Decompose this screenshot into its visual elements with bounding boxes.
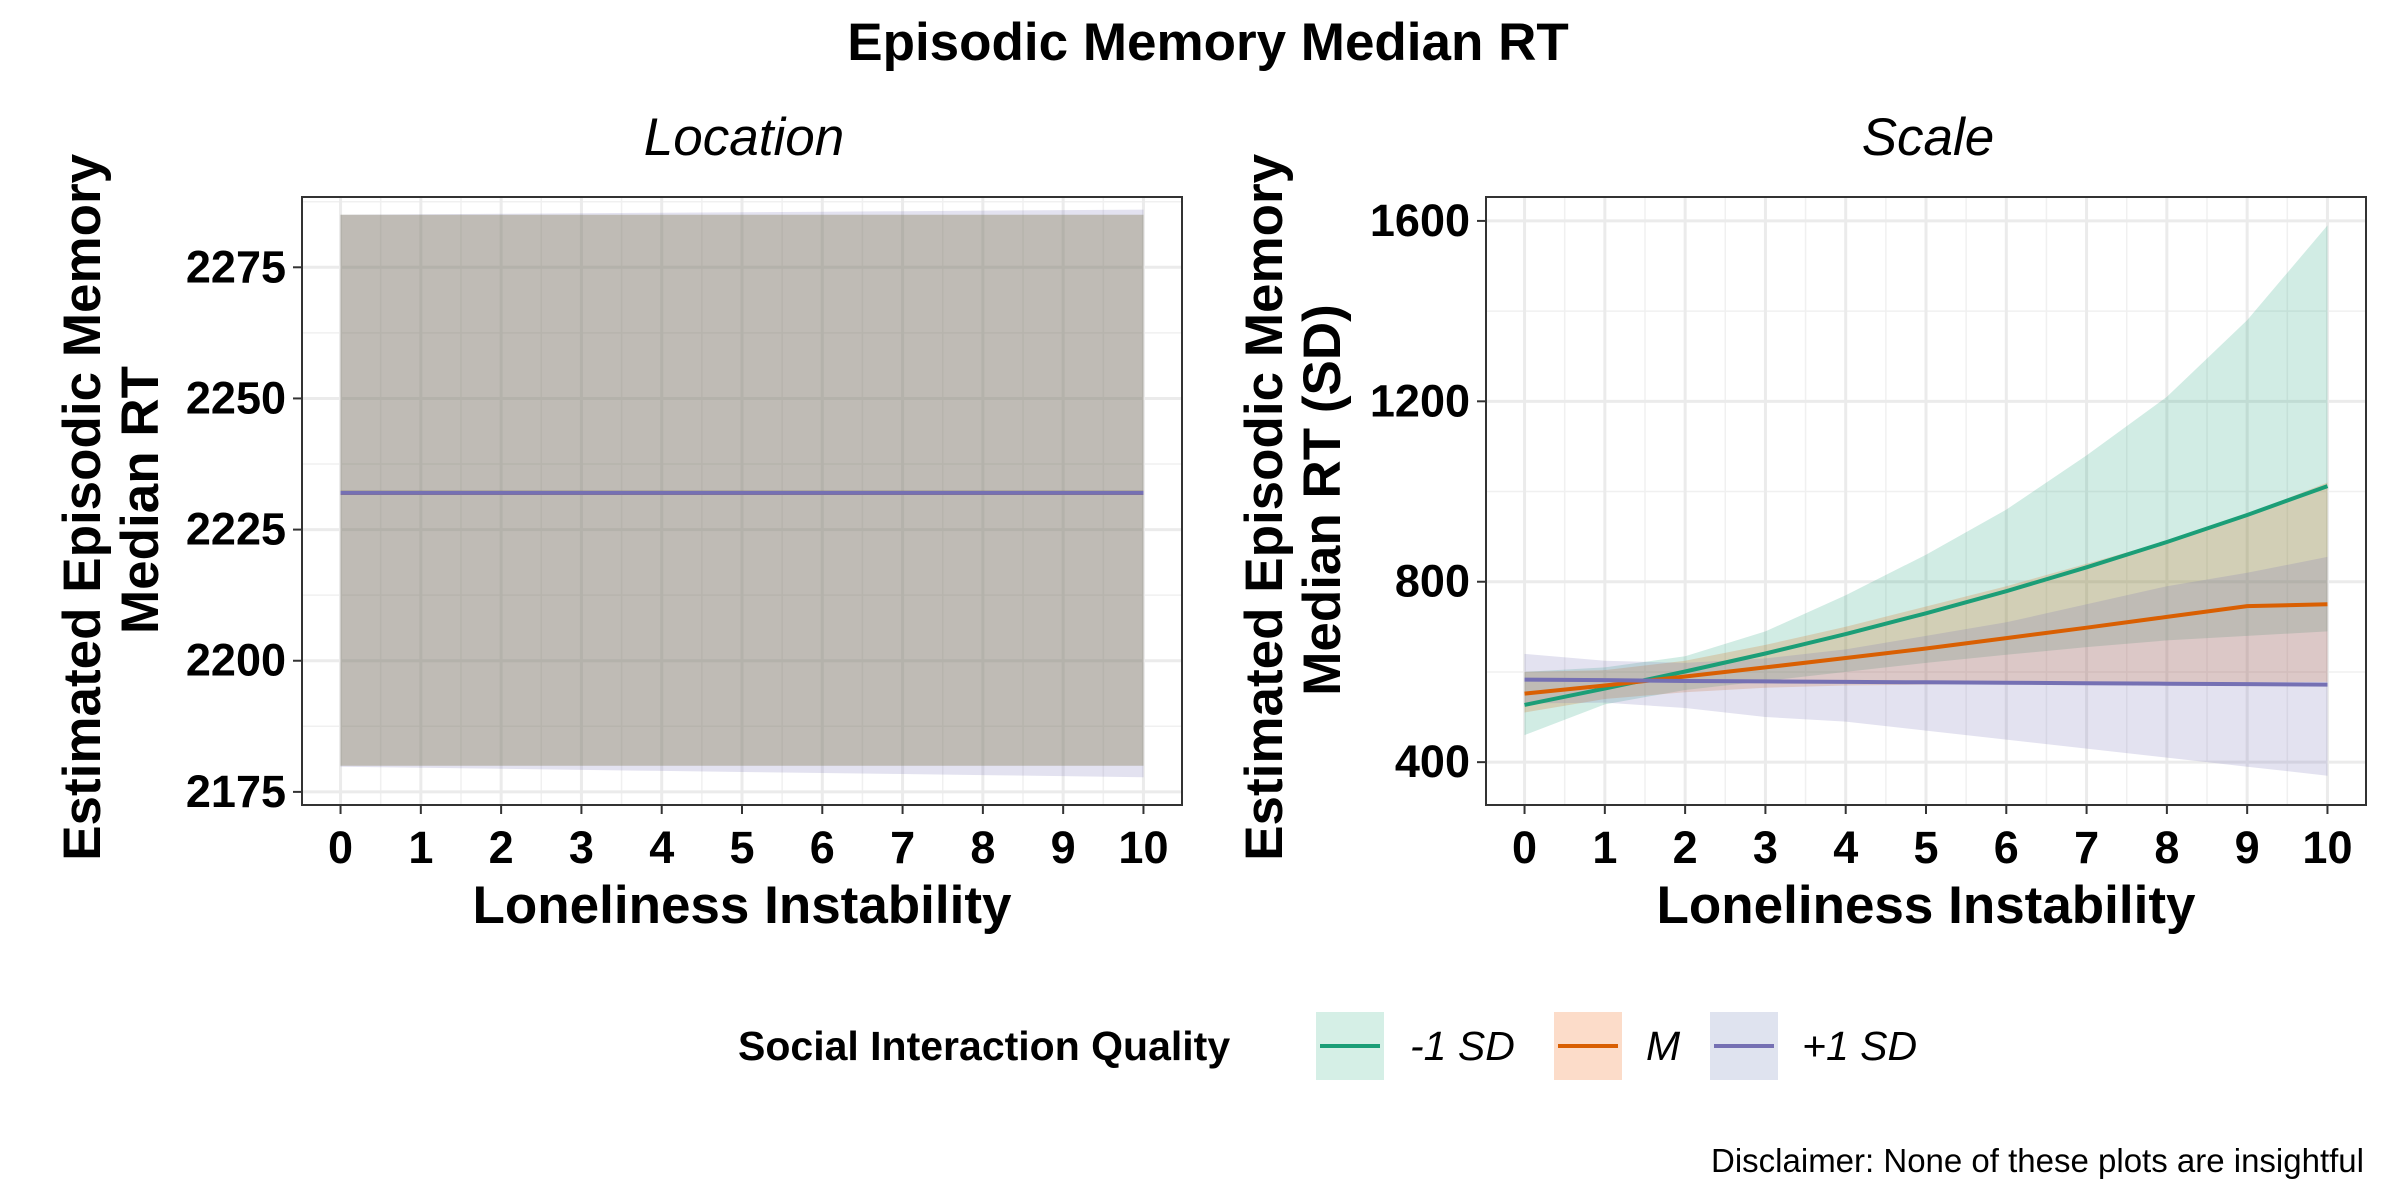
- scale-series-lines: [1524, 484, 2329, 707]
- x-tick-label: 5: [729, 822, 754, 873]
- legend-label-minus-1sd: -1 SD: [1410, 1023, 1515, 1069]
- y-tick-label: 2175: [186, 766, 286, 817]
- caption: Disclaimer: None of these plots are insi…: [1711, 1142, 2364, 1179]
- scale-y-axis-label-line1: Estimated Episodic Memory: [1235, 153, 1294, 860]
- confidence-band-m: [340, 214, 1144, 766]
- location-gridlines: [302, 197, 1182, 805]
- confidence-band-m: [1524, 482, 2328, 713]
- legend-title: Social Interaction Quality: [738, 1023, 1230, 1069]
- scale-y-axis-label: Estimated Episodic Memory Median RT (SD): [1235, 139, 1352, 861]
- location-panel: 2175 2200 2225 2250 2275 0 1 2 3 4 5 6 7 8 9 10: [186, 196, 1183, 873]
- panel-title-location: Location: [644, 108, 844, 167]
- series-line-plusminus-1sd: [1524, 677, 2328, 687]
- x-tick-label: 2: [1673, 822, 1698, 873]
- location-x-axis-label: Loneliness Instability: [473, 876, 1012, 935]
- x-tick-label: 7: [890, 822, 915, 873]
- confidence-band-minus-1sd: [340, 214, 1144, 766]
- location-y-axis-label-line2: Median RT: [111, 366, 170, 634]
- x-tick-label: 7: [2074, 822, 2099, 873]
- legend-item-mean: M: [1554, 1012, 1681, 1080]
- y-tick-label: 2250: [186, 372, 286, 423]
- x-tick-label: 3: [569, 822, 594, 873]
- x-tick-label: 8: [2154, 822, 2179, 873]
- x-tick-label: 1: [408, 822, 433, 873]
- y-tick-label: 400: [1395, 736, 1470, 787]
- legend-label-plus-1sd: +1 SD: [1802, 1023, 1917, 1069]
- y-tick-label: 800: [1395, 556, 1470, 607]
- x-tick-label: 1: [1592, 822, 1617, 873]
- x-tick-label: 9: [2235, 822, 2260, 873]
- legend: Social Interaction Quality -1 SD M +1 SD: [738, 1012, 1917, 1080]
- x-tick-label: 8: [970, 822, 995, 873]
- series-line-minus-1sd: [1524, 484, 2329, 707]
- x-tick-label: 5: [1913, 822, 1938, 873]
- x-tick-label: 0: [328, 822, 353, 873]
- x-tick-label: 0: [1512, 822, 1537, 873]
- confidence-band-minus-1sd: [1524, 225, 2328, 736]
- x-tick-label: 2: [489, 822, 514, 873]
- legend-label-mean: M: [1646, 1023, 1681, 1069]
- scale-confidence-bands: [1524, 225, 2328, 776]
- panel-title-scale: Scale: [1862, 108, 1995, 167]
- x-tick-label: 4: [1833, 822, 1858, 873]
- legend-item-minus-1sd: -1 SD: [1316, 1012, 1515, 1080]
- x-tick-label: 9: [1051, 822, 1076, 873]
- y-tick-label: 1600: [1370, 195, 1470, 246]
- scale-gridlines: [1486, 197, 2366, 805]
- y-tick-label: 2200: [186, 635, 286, 686]
- chart-title: Episodic Memory Median RT: [847, 13, 1569, 72]
- location-ticks: 2175 2200 2225 2250 2275 0 1 2 3 4 5 6 7 8 9 10: [186, 241, 1169, 873]
- scale-x-axis-label: Loneliness Instability: [1657, 876, 2196, 935]
- x-tick-label: 3: [1753, 822, 1778, 873]
- x-tick-label: 6: [1994, 822, 2019, 873]
- scale-ticks: 400 800 1200 1600 0 1 2 3 4 5 6 7 8 9 10: [1370, 195, 2353, 873]
- x-tick-label: 10: [2302, 822, 2352, 873]
- location-y-axis-label-line1: Estimated Episodic Memory: [53, 153, 112, 860]
- x-tick-label: 4: [649, 822, 674, 873]
- y-tick-label: 2275: [186, 241, 286, 292]
- x-tick-label: 6: [810, 822, 835, 873]
- scale-y-axis-label-line2: Median RT (SD): [1293, 304, 1352, 696]
- confidence-band-plusminus-1sd: [1524, 556, 2328, 776]
- y-tick-label: 2225: [186, 504, 286, 555]
- y-tick-label: 1200: [1370, 375, 1470, 426]
- scale-panel: 400 800 1200 1600 0 1 2 3 4 5 6 7 8 9 10: [1370, 195, 2367, 873]
- x-tick-label: 10: [1118, 822, 1168, 873]
- location-y-axis-label: Estimated Episodic Memory Median RT: [53, 139, 170, 861]
- legend-item-plus-1sd: +1 SD: [1710, 1012, 1917, 1080]
